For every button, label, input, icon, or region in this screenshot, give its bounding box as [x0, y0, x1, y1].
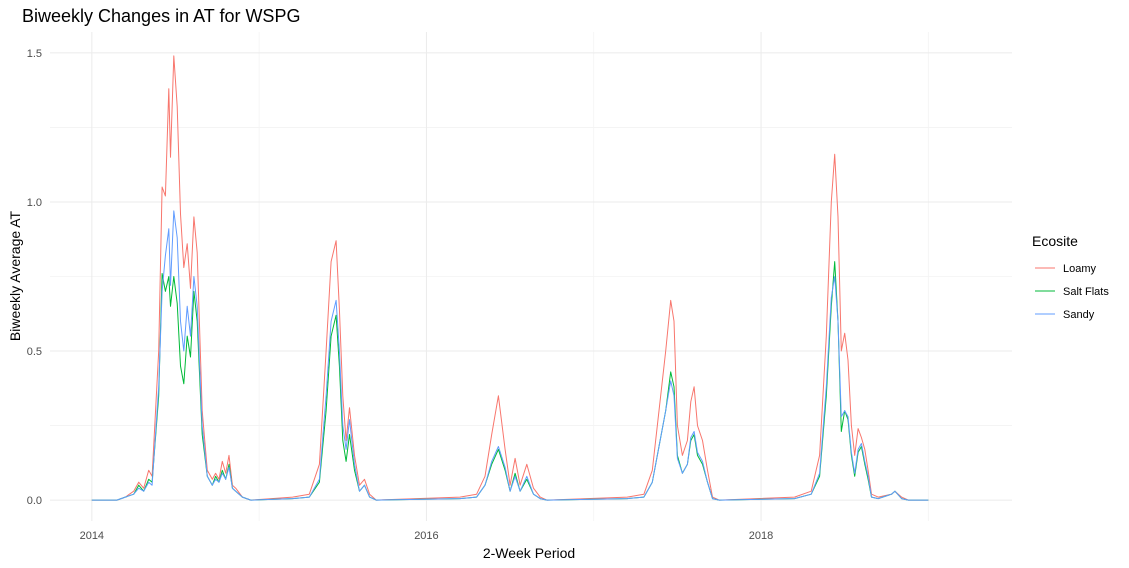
legend-label: Sandy [1063, 309, 1095, 321]
chart-title: Biweekly Changes in AT for WSPG [22, 6, 300, 26]
x-axis-ticks: 2014 2016 2018 [80, 530, 774, 542]
legend-item: Sandy [1035, 309, 1095, 321]
major-gridlines [50, 32, 1012, 521]
legend-label: Salt Flats [1063, 286, 1109, 298]
x-tick-label: 2018 [749, 530, 773, 542]
y-tick-label: 0.5 [27, 346, 42, 358]
legend-item: Salt Flats [1035, 286, 1109, 298]
series-line-loamy [91, 55, 929, 501]
y-tick-label: 1.0 [27, 197, 42, 209]
series-line-sandy [91, 210, 929, 501]
y-tick-label: 0.0 [27, 495, 42, 507]
legend-items: Loamy Salt Flats Sandy [1035, 263, 1109, 321]
x-tick-label: 2014 [80, 530, 104, 542]
y-axis-title: Biweekly Average AT [7, 210, 23, 341]
x-axis-title: 2-Week Period [483, 545, 575, 561]
y-axis-ticks: 0.0 0.5 1.0 1.5 [27, 48, 42, 507]
series-line-salt-flats [91, 261, 929, 501]
legend-label: Loamy [1063, 263, 1097, 275]
y-tick-label: 1.5 [27, 48, 42, 60]
legend-title: Ecosite [1032, 233, 1078, 249]
legend-item: Loamy [1035, 263, 1097, 275]
x-tick-label: 2016 [414, 530, 438, 542]
series-layer [91, 55, 929, 501]
legend: Ecosite Loamy Salt Flats Sandy [1032, 233, 1109, 321]
